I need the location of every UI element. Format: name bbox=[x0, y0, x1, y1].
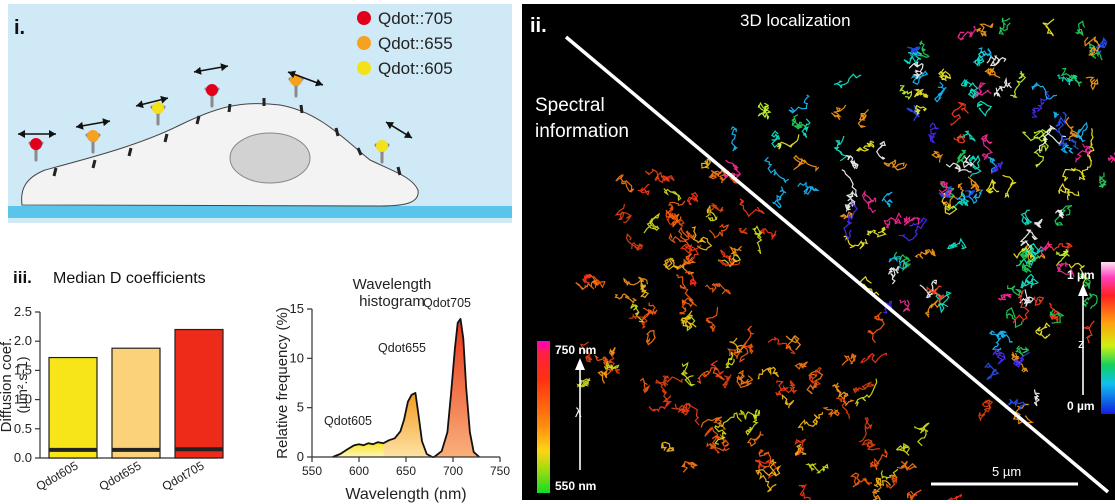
bar-ytick-label: 0.5 bbox=[14, 421, 32, 436]
diffusion-bar-chart: 0.0 0.5 1.0 1.5 2.0 2.5 Qdot605 Qdot655 Qdot705 D… bbox=[0, 304, 224, 494]
bar-ytick-label: 1.0 bbox=[14, 392, 32, 407]
wavelength-colorbar bbox=[537, 341, 550, 493]
qdot-probes bbox=[18, 63, 413, 164]
hist-xtick-label: 650 bbox=[396, 464, 416, 478]
hist-area-Qdot605 bbox=[332, 442, 384, 457]
wavelength-arrow-head bbox=[575, 358, 585, 370]
bar-ylabel-line1: Diffusion coef. bbox=[0, 338, 15, 433]
qdot-probe-3 bbox=[135, 95, 169, 126]
spectral-label-line1: Spectral bbox=[535, 95, 605, 116]
cell-nucleus bbox=[229, 132, 311, 184]
legend-label-2: Qdot::655 bbox=[378, 34, 453, 53]
hist-xtick-label: 550 bbox=[302, 464, 322, 478]
z-arrow-head bbox=[1078, 284, 1088, 296]
hist-xlabel: Wavelength (nm) bbox=[345, 486, 466, 503]
bar-ytick-label: 2.0 bbox=[14, 333, 32, 348]
bar-category-label: Qdot605 bbox=[34, 458, 81, 493]
bar-ytick-label: 2.5 bbox=[14, 304, 32, 319]
hist-ytick-label: 15 bbox=[290, 301, 304, 316]
hist-area-Qdot655 bbox=[383, 392, 433, 457]
panel-label-ii: ii. bbox=[530, 15, 547, 37]
qdot-probe-1 bbox=[18, 130, 56, 162]
wavelength-symbol: λ bbox=[575, 405, 582, 420]
bar-ytick-label: 0.0 bbox=[14, 450, 32, 465]
legend-dot-2 bbox=[357, 36, 371, 50]
bar-chart-title: Median D coefficients bbox=[53, 270, 206, 287]
diagonal-divider bbox=[564, 35, 1110, 494]
hist-title-line2: histogram bbox=[359, 293, 425, 310]
z-top-label: 1 µm bbox=[1067, 268, 1095, 282]
bar-ytick-label: 1.5 bbox=[14, 362, 32, 377]
qdot-probe-4 bbox=[193, 63, 229, 108]
hist-annotation-Qdot655: Qdot655 bbox=[378, 341, 426, 355]
panel-ii-image: ii. 3D localization Spectral information… bbox=[522, 4, 1115, 500]
hist-ytick-label: 5 bbox=[297, 400, 304, 415]
panel-label-iii: iii. bbox=[13, 268, 32, 287]
localization-image-background bbox=[522, 4, 1115, 500]
substrate bbox=[8, 206, 512, 218]
bar-category-label: Qdot655 bbox=[97, 458, 144, 493]
wavelength-bottom-label: 550 nm bbox=[555, 479, 596, 493]
hist-xtick-label: 700 bbox=[443, 464, 463, 478]
z-bottom-label: 0 µm bbox=[1067, 399, 1095, 413]
hist-area-Qdot705 bbox=[434, 318, 480, 457]
legend-dot-1 bbox=[357, 11, 371, 25]
z-colorbar bbox=[1101, 262, 1115, 414]
bar-category-label: Qdot705 bbox=[160, 458, 207, 493]
localization-tracks bbox=[575, 17, 1115, 500]
hist-xtick-label: 600 bbox=[349, 464, 369, 478]
hist-outline bbox=[332, 318, 480, 458]
image-title: 3D localization bbox=[740, 11, 851, 30]
hist-annotation-Qdot605: Qdot605 bbox=[324, 414, 372, 428]
qdot-probe-2 bbox=[75, 118, 111, 154]
panel-label-i: i. bbox=[14, 17, 25, 39]
hist-ytick-label: 0 bbox=[297, 449, 304, 464]
hist-title-line1: Wavelength bbox=[353, 276, 432, 293]
hist-ylabel: Relative frequency (%) bbox=[274, 307, 291, 459]
hist-ytick-label: 10 bbox=[290, 350, 304, 365]
scalebar-label: 5 µm bbox=[992, 464, 1021, 479]
qdot-probe-6 bbox=[374, 121, 413, 164]
spectral-label-line2: information bbox=[535, 121, 629, 142]
wavelength-top-label: 750 nm bbox=[555, 343, 596, 357]
membrane-receptors bbox=[52, 98, 402, 177]
legend-dot-3 bbox=[357, 61, 371, 75]
hist-annotation-Qdot705: Qdot705 bbox=[423, 296, 471, 310]
qdot-probe-5 bbox=[287, 70, 324, 98]
legend-label-1: Qdot::705 bbox=[378, 9, 453, 28]
bar-Qdot605 bbox=[48, 356, 98, 459]
bar-Qdot655 bbox=[111, 347, 161, 459]
cell-body bbox=[21, 103, 419, 207]
z-symbol: z bbox=[1078, 336, 1085, 351]
legend-label-3: Qdot::605 bbox=[378, 59, 453, 78]
hist-xtick-label: 750 bbox=[490, 464, 510, 478]
bar-ylabel-line2: (µm².s-1) bbox=[14, 356, 30, 413]
bar-Qdot705 bbox=[174, 328, 224, 459]
